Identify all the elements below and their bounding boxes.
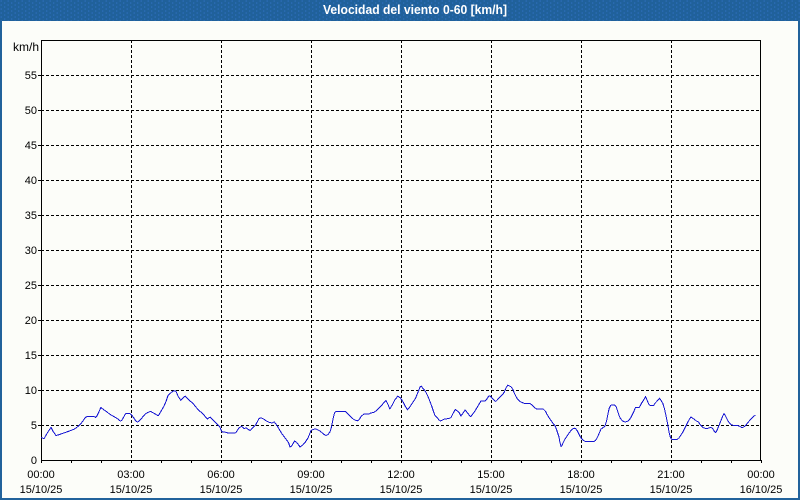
svg-text:09:00: 09:00	[297, 469, 325, 481]
svg-text:15/10/25: 15/10/25	[20, 484, 63, 496]
svg-text:35: 35	[25, 210, 37, 222]
svg-text:15/10/25: 15/10/25	[110, 484, 153, 496]
svg-text:km/h: km/h	[13, 40, 39, 54]
svg-text:25: 25	[25, 280, 37, 292]
svg-text:15:00: 15:00	[477, 469, 505, 481]
svg-text:30: 30	[25, 245, 37, 257]
svg-text:20: 20	[25, 315, 37, 327]
svg-text:0: 0	[31, 455, 37, 467]
svg-text:15/10/25: 15/10/25	[560, 484, 603, 496]
svg-text:5: 5	[31, 420, 37, 432]
svg-text:10: 10	[25, 385, 37, 397]
svg-text:15/10/25: 15/10/25	[200, 484, 243, 496]
svg-text:55: 55	[25, 70, 37, 82]
svg-text:16/10/25: 16/10/25	[740, 484, 783, 496]
svg-text:03:00: 03:00	[117, 469, 145, 481]
svg-text:21:00: 21:00	[657, 469, 685, 481]
svg-text:00:00: 00:00	[747, 469, 775, 481]
svg-text:15: 15	[25, 350, 37, 362]
svg-text:50: 50	[25, 105, 37, 117]
svg-text:00:00: 00:00	[27, 469, 55, 481]
svg-text:15/10/25: 15/10/25	[650, 484, 693, 496]
svg-text:15/10/25: 15/10/25	[470, 484, 513, 496]
svg-text:18:00: 18:00	[567, 469, 595, 481]
svg-text:12:00: 12:00	[387, 469, 415, 481]
svg-text:06:00: 06:00	[207, 469, 235, 481]
svg-text:45: 45	[25, 140, 37, 152]
svg-text:Velocidad del viento 0-60 [km/: Velocidad del viento 0-60 [km/h]	[323, 2, 507, 17]
svg-text:40: 40	[25, 175, 37, 187]
svg-text:15/10/25: 15/10/25	[290, 484, 333, 496]
svg-text:15/10/25: 15/10/25	[380, 484, 423, 496]
